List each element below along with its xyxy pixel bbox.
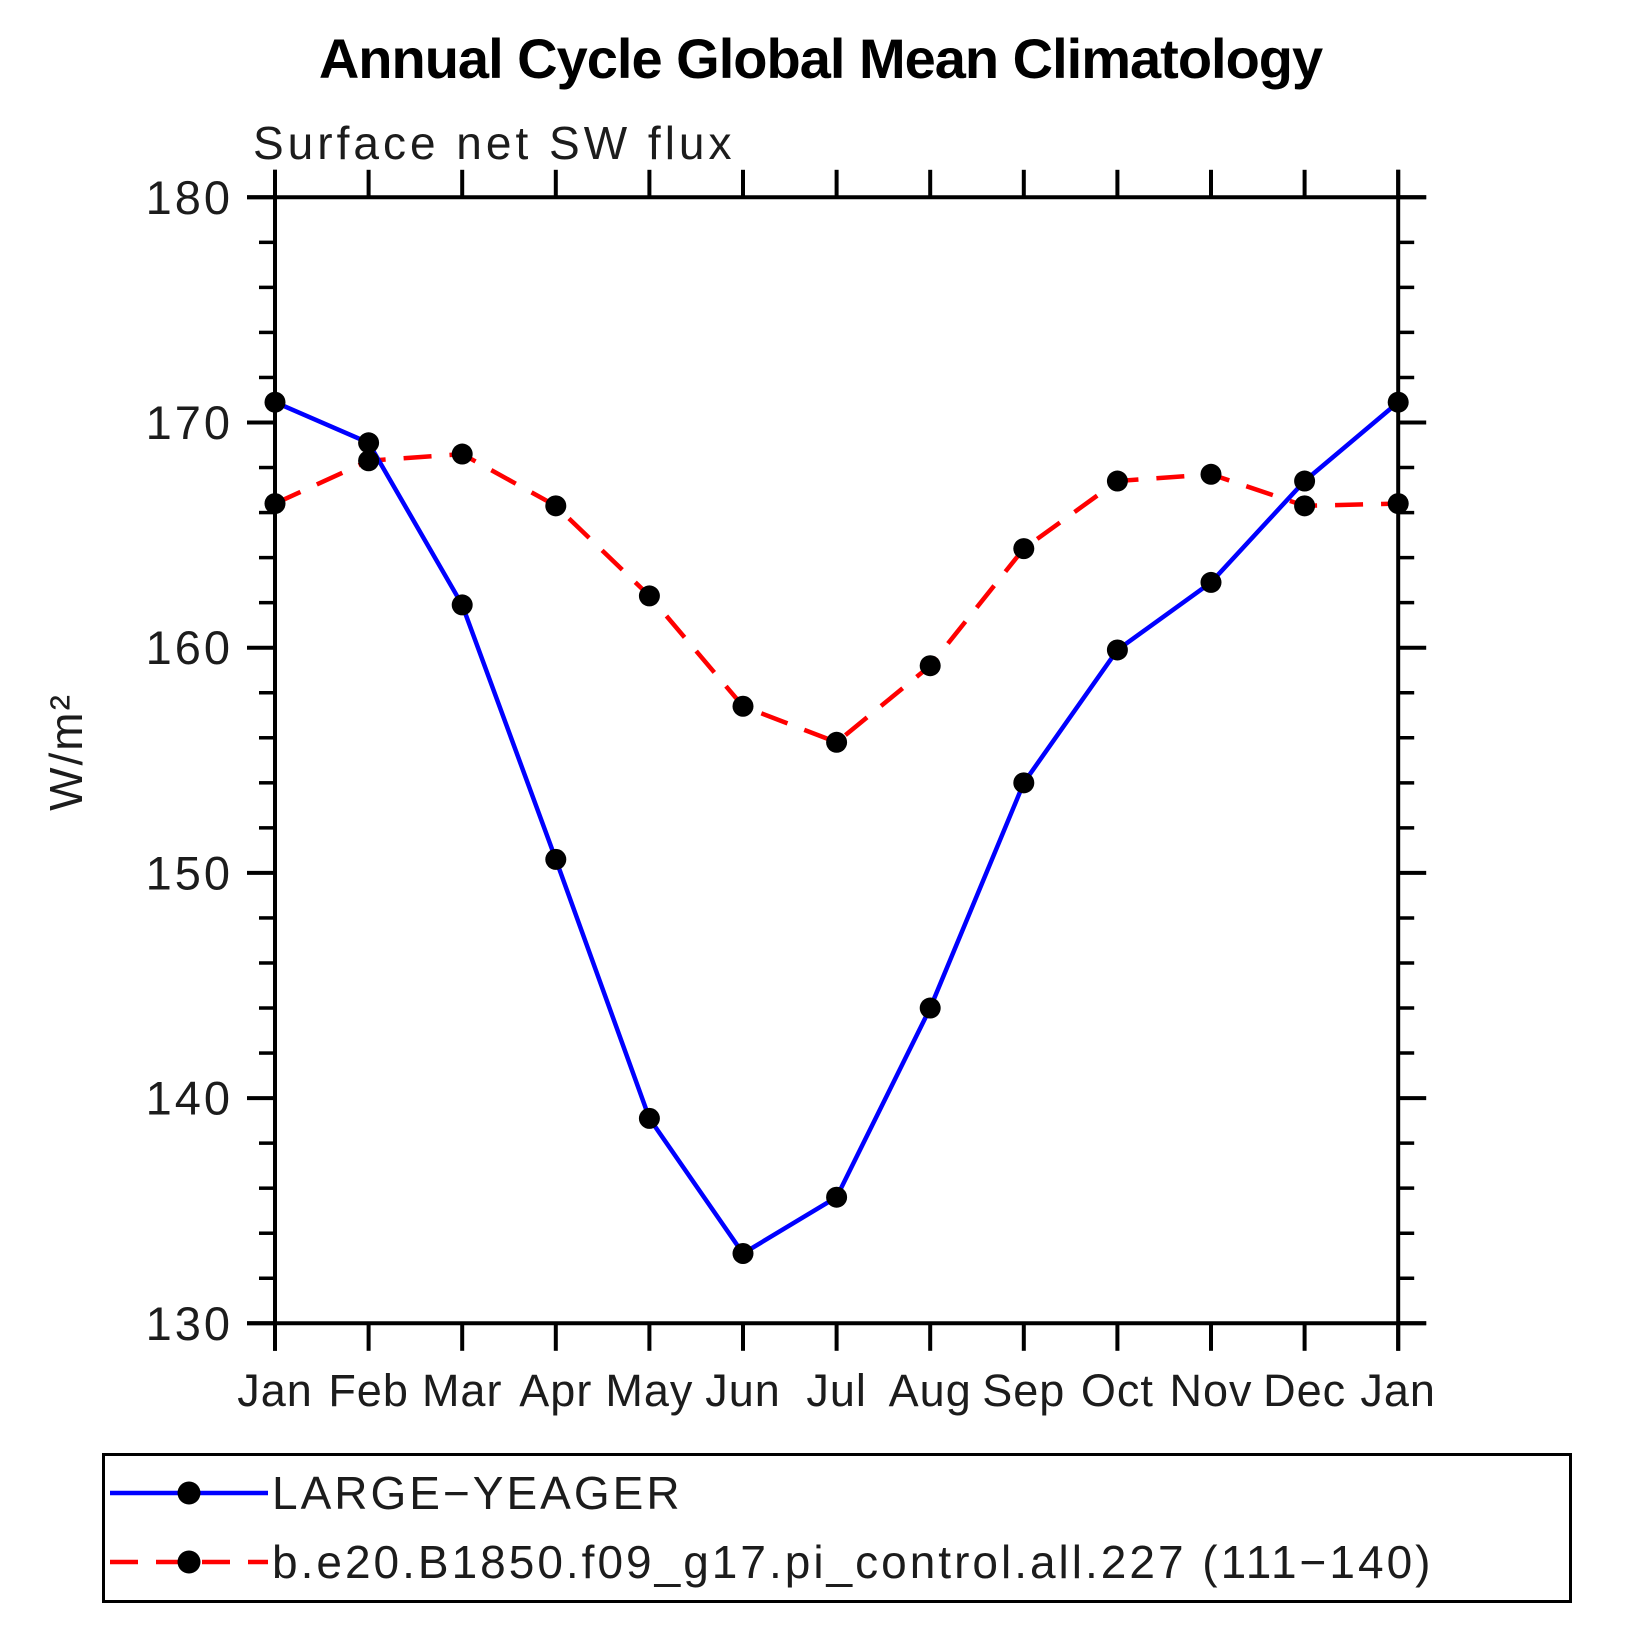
x-tick-label: Apr bbox=[519, 1365, 592, 1416]
data-point-marker bbox=[545, 848, 567, 870]
legend-marker-dot bbox=[177, 1481, 201, 1505]
data-point-marker bbox=[451, 594, 473, 616]
axes bbox=[247, 169, 1427, 1351]
data-point-marker bbox=[1013, 538, 1035, 560]
x-tick-label: Jul bbox=[806, 1365, 867, 1416]
data-point-marker bbox=[1200, 463, 1222, 485]
y-tick-label: 160 bbox=[146, 621, 233, 674]
y-tick-label: 170 bbox=[146, 396, 233, 449]
data-point-marker bbox=[638, 1107, 660, 1129]
x-tick-label: Jun bbox=[705, 1365, 781, 1416]
data-point-marker bbox=[1387, 391, 1409, 413]
series-line-dashed bbox=[274, 451, 1399, 745]
data-point-marker bbox=[1106, 470, 1128, 492]
data-point-marker bbox=[919, 997, 941, 1019]
x-tick-label: Feb bbox=[328, 1365, 409, 1416]
chart-subtitle: Surface net SW flux bbox=[253, 117, 736, 169]
data-point-marker bbox=[1200, 571, 1222, 593]
data-point-marker bbox=[1106, 639, 1128, 661]
y-tick-label: 140 bbox=[146, 1072, 233, 1125]
data-point-marker bbox=[264, 493, 286, 515]
chart-title: Annual Cycle Global Mean Climatology bbox=[318, 27, 1323, 90]
data-point-marker bbox=[919, 655, 941, 677]
legend-label-large-yeager: LARGE−YEAGER bbox=[272, 1467, 683, 1519]
legend-box bbox=[102, 1453, 1572, 1603]
data-point-marker bbox=[1013, 772, 1035, 794]
y-tick-label: 180 bbox=[146, 171, 233, 224]
data-point-marker bbox=[358, 432, 380, 454]
y-axis-unit-label: W/m² bbox=[40, 693, 92, 811]
x-tick-label: Jan bbox=[1360, 1365, 1436, 1416]
series-line-solid bbox=[274, 400, 1400, 1257]
data-point-marker bbox=[1294, 495, 1316, 517]
legend-marker-dot bbox=[177, 1550, 201, 1574]
legend-item-large-yeager: LARGE−YEAGER bbox=[108, 1467, 683, 1519]
data-point-marker bbox=[638, 585, 660, 607]
data-point-marker bbox=[732, 1242, 754, 1264]
x-tick-label: Nov bbox=[1169, 1365, 1252, 1416]
y-tick-label: 130 bbox=[146, 1297, 233, 1350]
x-tick-label: Aug bbox=[889, 1365, 972, 1416]
x-tick-label: Mar bbox=[422, 1365, 503, 1416]
data-point-marker bbox=[732, 695, 754, 717]
y-tick-label: 150 bbox=[146, 846, 233, 899]
x-tick-label: Oct bbox=[1081, 1365, 1154, 1416]
x-tick-label: Dec bbox=[1263, 1365, 1346, 1416]
data-point-marker bbox=[545, 495, 567, 517]
x-tick-label: May bbox=[605, 1365, 693, 1416]
legend-solid-line-sample bbox=[110, 1481, 268, 1505]
data-point-marker bbox=[826, 1186, 848, 1208]
data-point-marker bbox=[826, 731, 848, 753]
data-point-marker bbox=[451, 443, 473, 465]
data-point-marker bbox=[1294, 470, 1316, 492]
data-point-marker bbox=[264, 391, 286, 413]
x-tick-label: Sep bbox=[982, 1365, 1065, 1416]
legend-dashed-line-sample bbox=[110, 1550, 268, 1574]
data-series bbox=[264, 391, 1409, 1264]
data-point-marker bbox=[1387, 493, 1409, 515]
x-tick-label: Jan bbox=[237, 1365, 313, 1416]
data-point-marker bbox=[358, 450, 380, 472]
axis-labels: 130 140 150 160 170 180 Jan Feb Mar Apr May Jun Jul A… bbox=[40, 171, 1436, 1416]
legend-item-pi-control: b.e20.B1850.f09_g17.pi_control.all.227 (… bbox=[108, 1536, 1433, 1588]
legend-label-pi-control: b.e20.B1850.f09_g17.pi_control.all.227 (… bbox=[272, 1536, 1434, 1588]
